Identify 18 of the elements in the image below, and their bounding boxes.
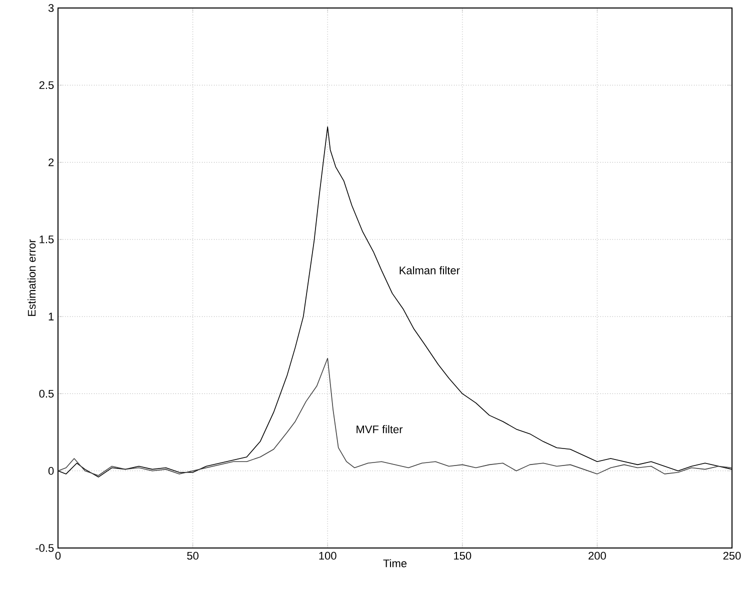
x-tick-label: 0 bbox=[55, 552, 61, 560]
x-axis-title: Time bbox=[383, 559, 407, 568]
x-tick-label: 50 bbox=[187, 552, 198, 560]
y-tick-label: -0.5 bbox=[36, 544, 54, 552]
series-label: MVF filter bbox=[356, 425, 403, 434]
x-tick-label: 150 bbox=[454, 552, 472, 560]
x-tick-label: 100 bbox=[319, 552, 336, 560]
y-tick-label: 1.5 bbox=[40, 236, 54, 244]
series-label: Kalman filter bbox=[400, 266, 460, 274]
y-tick-label: 0.5 bbox=[39, 390, 54, 398]
x-tick-label: 250 bbox=[723, 552, 741, 560]
y-tick-label: 1 bbox=[48, 312, 54, 320]
y-tick-label: 0 bbox=[48, 466, 54, 475]
x-tick-label: 200 bbox=[588, 552, 606, 560]
y-tick-label: 2 bbox=[48, 158, 54, 166]
y-tick-label: 3 bbox=[48, 4, 54, 12]
y-axis-title: Estimation error bbox=[28, 239, 36, 316]
y-tick-label: 2.5 bbox=[39, 81, 54, 90]
